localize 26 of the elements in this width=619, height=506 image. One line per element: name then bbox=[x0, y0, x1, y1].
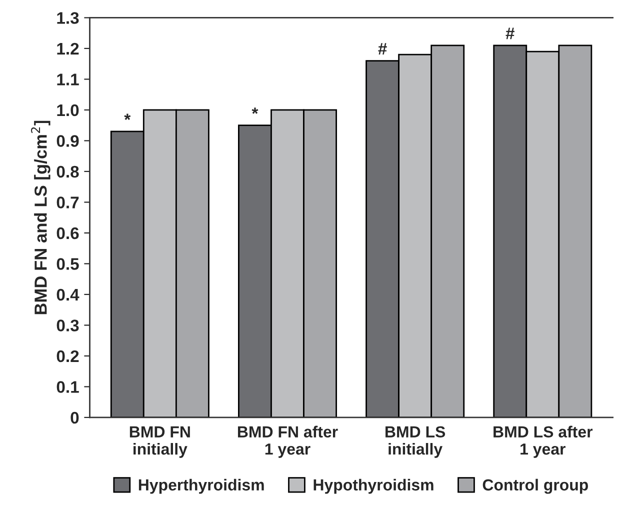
y-tick-label: 0.9 bbox=[56, 135, 79, 147]
y-axis-title: BMD FN and LS [g/cm$^{2}$] bbox=[31, 120, 50, 314]
x-tick-label: BMD FN after 1 year bbox=[238, 426, 338, 458]
x-tick-label: BMD LS initially bbox=[386, 426, 446, 458]
y-tick-label: 0.8 bbox=[56, 166, 79, 178]
legend-label: Hypothyroidism bbox=[314, 478, 434, 494]
y-tick-label: 1.1 bbox=[57, 74, 79, 86]
y-tick-label: 0.4 bbox=[56, 288, 80, 301]
y-tick-label: 1.0 bbox=[57, 104, 79, 116]
y-tick-label: 0.2 bbox=[56, 350, 79, 362]
annotation: # bbox=[378, 43, 387, 55]
y-tick-label: 0.5 bbox=[56, 258, 79, 270]
legend-label: Control group bbox=[482, 478, 588, 494]
y-tick-label: 0.3 bbox=[56, 320, 79, 332]
annotation: * bbox=[124, 114, 131, 120]
y-tick-label: 0 bbox=[70, 412, 79, 424]
y-tick-label: 0.6 bbox=[56, 227, 79, 240]
annotation: # bbox=[506, 28, 514, 40]
x-tick-label: BMD FN initially bbox=[130, 426, 190, 458]
y-tick-label: 1.2 bbox=[57, 42, 79, 54]
annotation: * bbox=[252, 108, 258, 114]
x-tick-label: BMD LS after 1 year bbox=[494, 426, 593, 458]
legend-label: Hyperthyroidism bbox=[138, 478, 264, 494]
y-tick-label: 0.7 bbox=[56, 196, 79, 208]
y-tick-label: 1.3 bbox=[57, 12, 79, 24]
y-tick-label: 0.1 bbox=[56, 381, 79, 393]
